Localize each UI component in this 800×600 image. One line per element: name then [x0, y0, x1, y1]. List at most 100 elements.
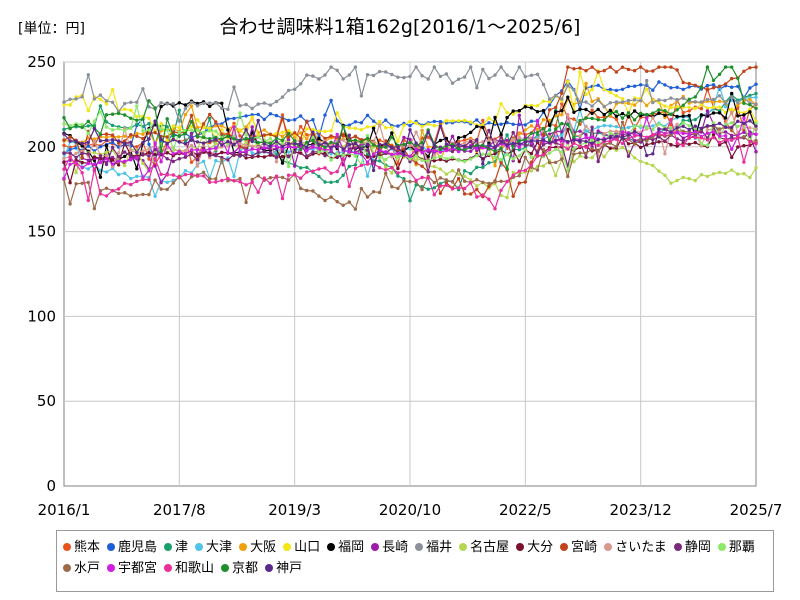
data-point-福井: [165, 102, 169, 106]
data-point-宇都宮: [711, 130, 716, 134]
data-point-神戸: [177, 140, 181, 144]
data-point-福井: [311, 74, 315, 78]
data-point-宇都宮: [675, 130, 679, 135]
data-point-和歌山: [535, 154, 540, 158]
data-point-鹿児島: [614, 88, 619, 93]
data-point-福井: [183, 107, 188, 111]
data-point-鹿児島: [293, 118, 297, 122]
data-point-山口: [730, 107, 734, 111]
data-point-福井: [159, 101, 163, 105]
data-point-和歌山: [444, 183, 449, 187]
data-point-水戸: [250, 177, 254, 182]
data-point-和歌山: [687, 135, 691, 139]
data-point-京都: [341, 125, 345, 129]
data-point-那覇: [657, 122, 661, 126]
data-point-鹿児島: [311, 118, 315, 122]
data-point-宇都宮: [481, 146, 485, 150]
data-point-津: [341, 173, 345, 177]
data-point-福岡: [541, 108, 546, 113]
data-point-さいたま: [238, 141, 242, 145]
data-point-長崎: [347, 146, 351, 151]
data-point-京都: [135, 118, 139, 123]
data-point-和歌山: [147, 178, 151, 182]
data-point-福岡: [547, 123, 552, 128]
data-point-静岡: [262, 150, 266, 154]
data-point-神戸: [268, 144, 273, 148]
data-point-宇都宮: [438, 150, 443, 154]
data-point-さいたま: [493, 139, 497, 143]
data-point-長崎: [723, 130, 728, 134]
data-point-福井: [487, 76, 491, 81]
data-point-水戸: [390, 185, 394, 189]
data-point-福井: [456, 77, 461, 81]
data-point-宮崎: [456, 176, 461, 181]
data-point-津: [377, 159, 382, 163]
data-point-那覇: [432, 156, 436, 160]
data-point-福井: [681, 96, 685, 100]
data-point-山口: [408, 119, 412, 124]
data-point-静岡: [104, 162, 109, 167]
data-point-静岡: [347, 133, 351, 137]
data-point-那覇: [414, 154, 418, 158]
data-point-静岡: [311, 150, 315, 154]
data-point-さいたま: [517, 135, 521, 140]
data-point-福岡: [104, 143, 109, 148]
data-point-福井: [645, 78, 649, 83]
data-point-神戸: [220, 143, 224, 147]
data-point-福井: [408, 74, 412, 79]
data-point-神戸: [535, 139, 540, 143]
data-point-神戸: [329, 146, 333, 150]
data-point-福井: [632, 98, 637, 102]
data-point-那覇: [462, 159, 467, 164]
data-point-山口: [208, 126, 212, 130]
data-point-宮崎: [754, 65, 758, 69]
data-point-静岡: [68, 151, 72, 155]
data-point-名古屋: [123, 163, 127, 168]
data-point-和歌山: [675, 141, 679, 145]
data-point-宮崎: [189, 113, 194, 118]
data-point-大津: [651, 124, 655, 128]
data-point-福岡: [183, 103, 188, 107]
data-point-名古屋: [414, 158, 418, 162]
data-point-京都: [699, 85, 704, 89]
data-point-名古屋: [554, 173, 558, 178]
data-point-宇都宮: [238, 150, 242, 154]
data-point-水戸: [566, 174, 570, 179]
data-point-宇都宮: [748, 132, 752, 136]
data-point-大津: [608, 124, 612, 128]
data-point-神戸: [711, 123, 716, 128]
data-point-静岡: [535, 150, 540, 155]
data-point-福岡: [663, 113, 667, 118]
data-point-京都: [584, 116, 588, 120]
data-point-福井: [547, 97, 552, 101]
data-point-神戸: [578, 138, 582, 143]
data-point-福岡: [717, 111, 722, 115]
data-point-那覇: [86, 131, 91, 136]
data-point-鹿児島: [286, 118, 291, 123]
legend-item: 大阪: [239, 537, 276, 558]
data-point-京都: [359, 140, 364, 144]
legend-swatch-icon: [673, 543, 682, 551]
data-point-福井: [141, 87, 145, 91]
data-point-福井: [608, 101, 612, 105]
data-point-さいたま: [341, 138, 345, 142]
data-point-大分: [80, 160, 84, 165]
data-point-和歌山: [177, 176, 181, 180]
data-point-和歌山: [92, 167, 97, 171]
data-point-福井: [736, 101, 740, 105]
data-point-福岡: [123, 154, 127, 159]
data-point-鹿児島: [475, 118, 479, 122]
data-point-宇都宮: [681, 131, 685, 136]
data-point-大津: [232, 174, 236, 179]
data-point-京都: [705, 65, 710, 69]
data-point-京都: [153, 106, 157, 110]
data-point-和歌山: [280, 196, 285, 201]
data-point-鹿児島: [262, 117, 266, 122]
data-point-大阪: [262, 128, 266, 132]
data-point-和歌山: [541, 153, 546, 157]
y-tick-label: 200: [27, 138, 56, 156]
data-point-名古屋: [663, 173, 667, 177]
data-point-山口: [104, 102, 109, 106]
data-point-水戸: [614, 145, 619, 149]
data-point-名古屋: [104, 150, 109, 155]
